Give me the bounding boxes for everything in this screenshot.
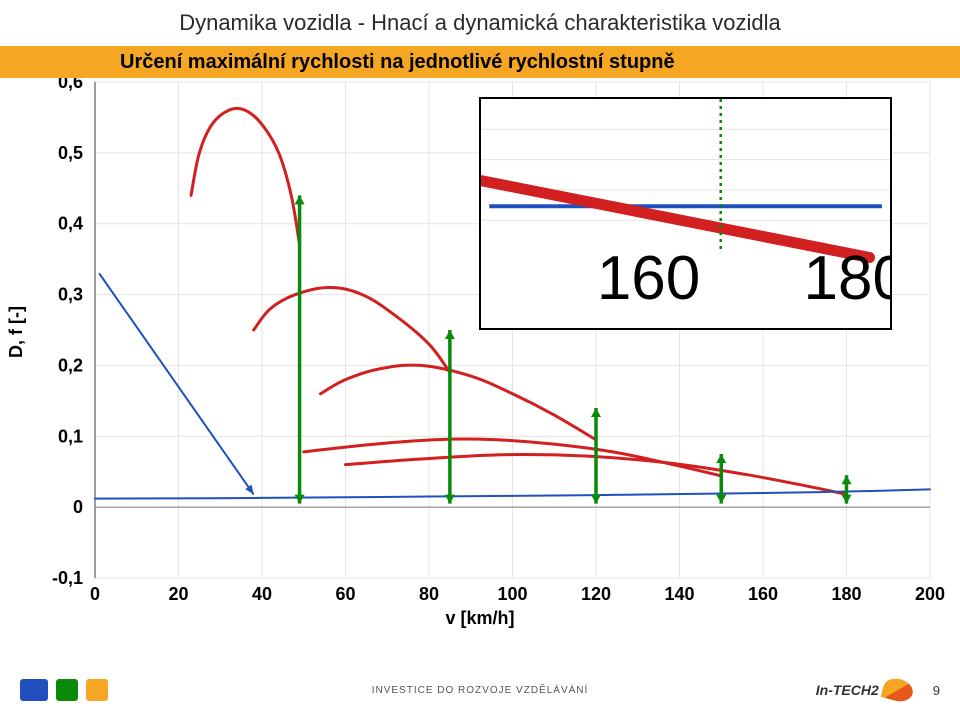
logo-msmt-icon	[56, 679, 78, 701]
footer: INVESTICE DO ROZVOJE VZDĚLÁVÁNÍ In-TECH2…	[0, 670, 960, 710]
inset-label-right: 180	[803, 243, 892, 314]
intech-swoosh-icon	[880, 675, 915, 704]
svg-text:0,6: 0,6	[58, 78, 83, 92]
svg-text:0,1: 0,1	[58, 426, 83, 446]
svg-text:80: 80	[419, 584, 439, 604]
svg-text:100: 100	[497, 584, 527, 604]
svg-text:160: 160	[748, 584, 778, 604]
logo-eu-icon	[20, 679, 48, 701]
svg-text:0,3: 0,3	[58, 285, 83, 305]
y-axis-label: D, f [-]	[6, 306, 27, 358]
page-title: Dynamika vozidla - Hnací a dynamická cha…	[0, 0, 960, 36]
x-axis-label: v [km/h]	[0, 608, 960, 629]
inset-label-left: 160	[597, 243, 700, 314]
svg-text:20: 20	[168, 584, 188, 604]
svg-text:0: 0	[90, 584, 100, 604]
svg-text:-0,1: -0,1	[52, 568, 83, 588]
svg-text:0: 0	[73, 497, 83, 517]
intech-logo-text: In-TECH2	[816, 682, 879, 698]
svg-text:40: 40	[252, 584, 272, 604]
svg-text:120: 120	[581, 584, 611, 604]
inset-detail: 160 180	[479, 97, 892, 330]
svg-text:140: 140	[664, 584, 694, 604]
intech-logo: In-TECH2	[816, 679, 913, 701]
svg-text:180: 180	[831, 584, 861, 604]
svg-text:200: 200	[915, 584, 945, 604]
svg-text:0,2: 0,2	[58, 355, 83, 375]
chart-area: D, f [-] 0 20 40 60 80 100 120 140 160 180 200 -0,1…	[0, 78, 960, 648]
page-number: 9	[933, 683, 940, 698]
logo-op-icon	[86, 679, 108, 701]
svg-text:0,5: 0,5	[58, 143, 83, 163]
subtitle-bar: Určení maximální rychlosti na jednotlivé…	[0, 46, 960, 78]
footer-left-logos	[20, 679, 108, 701]
subtitle-text: Určení maximální rychlosti na jednotlivé…	[120, 51, 675, 74]
svg-text:60: 60	[335, 584, 355, 604]
svg-text:0,4: 0,4	[58, 214, 83, 234]
footer-center-text: INVESTICE DO ROZVOJE VZDĚLÁVÁNÍ	[372, 685, 589, 696]
